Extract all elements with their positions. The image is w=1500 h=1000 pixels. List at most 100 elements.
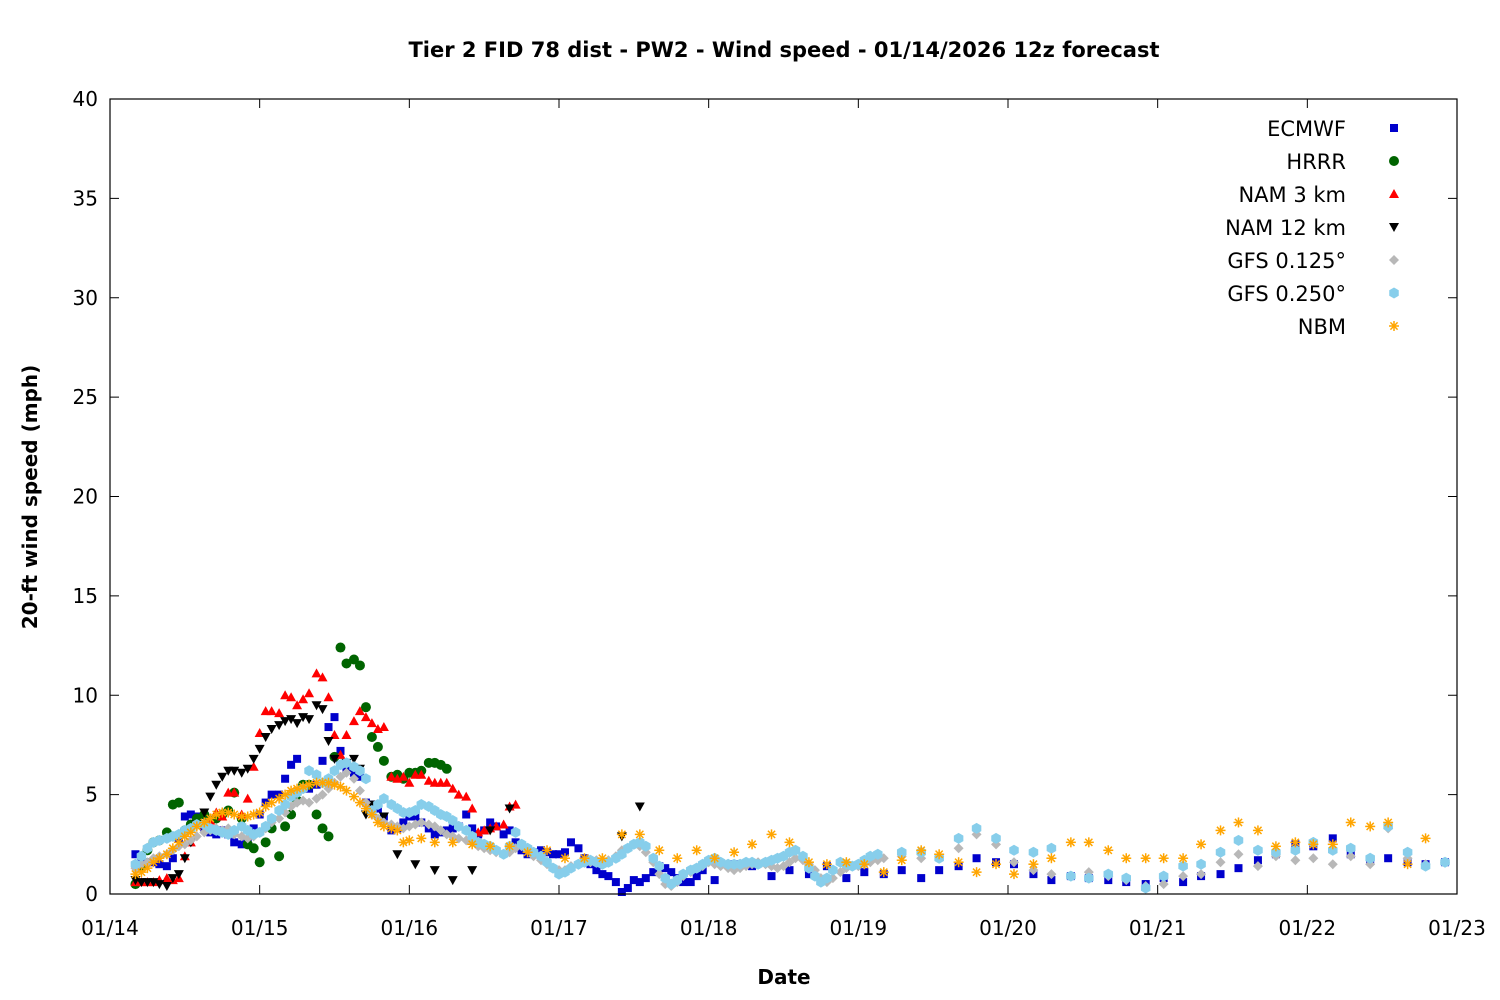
data-point-hrrr [378, 755, 389, 766]
chart-title: Tier 2 FID 78 dist - PW2 - Wind speed - … [408, 38, 1159, 62]
data-point-nbm [803, 857, 814, 868]
data-point-ecmwf [679, 878, 688, 887]
data-point-nam-12-km [236, 768, 247, 778]
data-point-ecmwf [617, 888, 626, 897]
legend-item-nbm: NBM [1298, 315, 1399, 339]
data-point-nbm [1103, 845, 1114, 856]
data-point-ecmwf [574, 844, 583, 853]
data-point-ecmwf [649, 868, 658, 877]
data-point-gfs-0-125 [1308, 853, 1319, 864]
data-point-nam-12-km [323, 736, 334, 746]
data-point-nbm [691, 845, 702, 856]
legend-label: NAM 3 km [1238, 183, 1346, 207]
data-point-nbm [266, 797, 277, 808]
data-point-nbm [522, 847, 533, 858]
data-point-ecmwf [505, 826, 514, 835]
data-point-gfs-0-125 [191, 831, 202, 842]
series-nbm [130, 777, 1431, 880]
data-point-gfs-0-250 [1121, 872, 1131, 884]
data-point-ecmwf [549, 850, 558, 859]
data-point-hrrr [311, 809, 322, 820]
data-point-nam-12-km [274, 721, 285, 731]
data-point-nam-3-km [498, 819, 509, 829]
data-point-nbm [729, 847, 740, 858]
data-point-nbm [1233, 817, 1244, 828]
x-tick-label: 01/22 [1279, 916, 1337, 940]
data-point-gfs-0-125 [317, 789, 328, 800]
data-point-nam-3-km [404, 777, 415, 787]
data-point-hrrr [354, 660, 365, 671]
data-point-gfs-0-250 [822, 872, 832, 884]
data-point-gfs-0-125 [1327, 859, 1338, 870]
data-point-nam-3-km [242, 793, 253, 803]
data-point-nam-12-km [260, 732, 271, 742]
legend-label: NBM [1298, 315, 1346, 339]
legend-label: ECMWF [1267, 117, 1346, 141]
data-point-nbm [304, 779, 315, 790]
data-point-nbm [1121, 853, 1132, 864]
data-point-gfs-0-250 [1178, 860, 1188, 872]
data-point-nbm [542, 845, 553, 856]
data-point-ecmwf [566, 838, 575, 847]
data-point-nbm [274, 793, 285, 804]
data-point-gfs-0-250 [1028, 846, 1039, 858]
data-point-nam-3-km [453, 789, 464, 799]
data-point-nam-12-km [199, 808, 210, 818]
data-point-ecmwf [842, 874, 851, 883]
data-point-nam-3-km [447, 783, 458, 793]
data-point-hrrr [341, 658, 352, 669]
data-point-nam-12-km [173, 870, 184, 880]
data-point-nam-12-km [447, 876, 458, 886]
data-point-nam-3-km [461, 791, 472, 801]
data-point-nbm [821, 859, 832, 870]
x-tick-label: 01/19 [830, 916, 888, 940]
data-point-nam-12-km [504, 804, 515, 814]
data-point-nbm [335, 781, 346, 792]
data-point-nam-12-km [634, 802, 645, 812]
data-point-hrrr [335, 642, 346, 653]
data-point-nam-12-km [392, 850, 403, 860]
data-point-nam-12-km [161, 882, 172, 892]
data-point-nam-3-km [348, 716, 359, 726]
data-point-ecmwf [318, 756, 327, 765]
data-point-nbm [416, 833, 427, 844]
data-point-ecmwf [168, 854, 177, 863]
data-point-gfs-0-250 [260, 820, 271, 832]
data-point-gfs-0-250 [1233, 834, 1244, 846]
data-point-hrrr [372, 741, 383, 752]
data-point-ecmwf [448, 824, 457, 833]
data-point-nam-12-km [242, 764, 253, 774]
data-point-gfs-0-250 [896, 846, 907, 858]
data-point-nam-12-km [485, 826, 496, 836]
data-point-ecmwf [462, 810, 471, 819]
data-point-nbm [616, 829, 627, 840]
data-point-nbm [1178, 853, 1189, 864]
data-point-gfs-0-125 [341, 767, 352, 778]
data-point-hrrr [366, 731, 377, 742]
data-point-nbm [1140, 853, 1151, 864]
data-point-nam-3-km [378, 722, 389, 732]
data-point-nbm [191, 821, 202, 832]
data-point-nam-12-km [205, 792, 216, 802]
data-point-gfs-0-125 [1252, 861, 1263, 872]
data-point-gfs-0-250 [953, 832, 964, 844]
data-point-gfs-0-250 [641, 840, 651, 852]
data-point-nam-3-km [423, 775, 434, 785]
data-point-ecmwf [180, 812, 189, 821]
data-point-gfs-0-250 [753, 858, 763, 870]
data-point-nam-12-km [179, 854, 190, 864]
data-point-nbm [1290, 837, 1301, 848]
data-point-gfs-0-125 [1233, 849, 1244, 860]
data-point-nam-12-km [348, 754, 359, 764]
data-point-nam-12-km [467, 866, 478, 876]
data-point-ecmwf [860, 868, 869, 877]
data-point-ecmwf [935, 866, 944, 875]
data-point-nam-3-km [366, 718, 377, 728]
data-point-ecmwf [710, 876, 719, 885]
data-point-nbm [559, 853, 570, 864]
data-point-gfs-0-250 [361, 773, 371, 785]
y-tick-label: 10 [73, 683, 98, 707]
data-point-nam-3-km [386, 771, 397, 781]
data-point-gfs-0-250 [1140, 882, 1151, 894]
